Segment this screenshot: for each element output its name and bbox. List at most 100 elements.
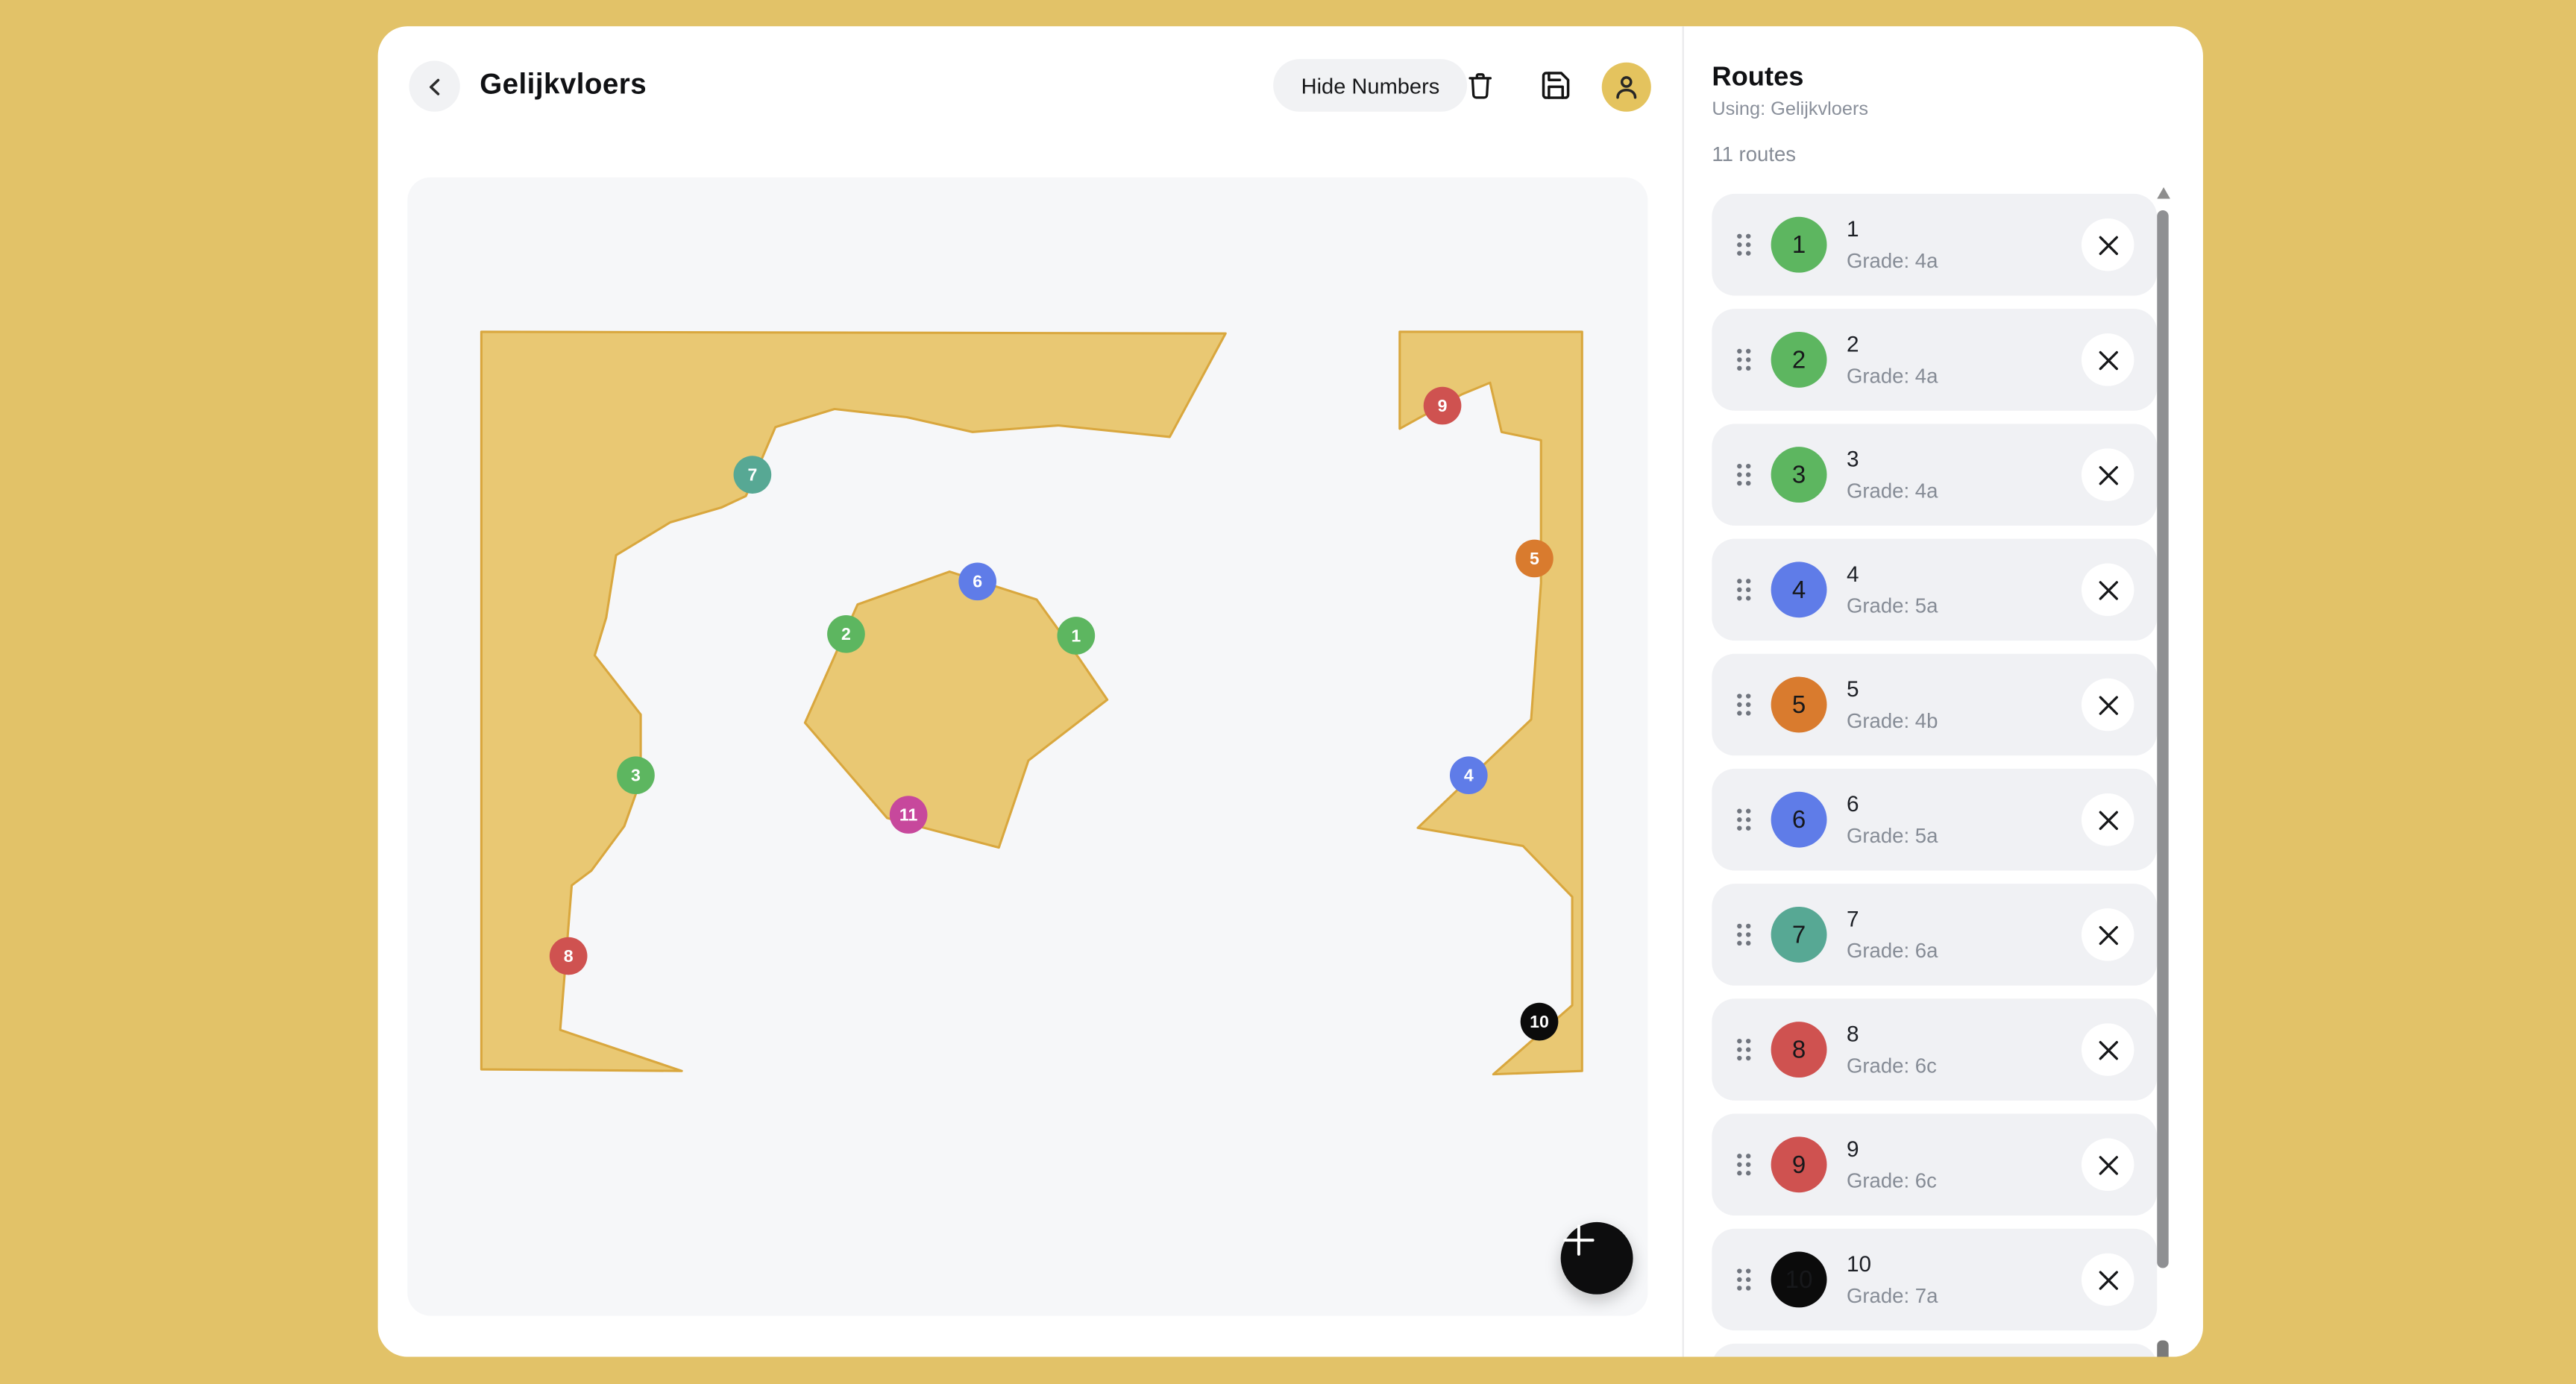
route-title: 9	[1846, 1136, 1859, 1161]
map-marker-9[interactable]: 9	[1423, 386, 1462, 425]
close-icon	[2098, 235, 2117, 254]
route-title: 4	[1846, 561, 1859, 586]
route-card: 1 1 Grade: 4a	[1712, 193, 2158, 296]
remove-route-button[interactable]	[2081, 333, 2134, 386]
route-grade: Grade: 6c	[1846, 1169, 1937, 1193]
map-panel: 1 2 3 4 5 6 7 8 9 10 11	[407, 177, 1648, 1316]
scrollbar-thumb[interactable]	[2157, 210, 2169, 1268]
floor-polygon-island	[803, 570, 1109, 849]
svg-text:6: 6	[973, 572, 982, 591]
user-icon	[1616, 76, 1637, 99]
close-icon	[2098, 810, 2117, 829]
floor-polygon-left_wall	[480, 330, 1227, 1072]
remove-route-button[interactable]	[2081, 793, 2134, 846]
map-marker-11[interactable]: 11	[889, 796, 928, 834]
route-grade: Grade: 6a	[1846, 940, 1938, 963]
save-button[interactable]	[1533, 63, 1579, 109]
drag-handle-icon[interactable]	[1735, 1151, 1753, 1177]
close-icon	[2098, 350, 2117, 370]
route-meta: 7 Grade: 6a	[1847, 908, 1938, 962]
scroll-up-icon[interactable]	[2157, 187, 2170, 199]
route-card: 11 11	[1712, 1343, 2158, 1357]
back-button[interactable]	[409, 60, 460, 112]
remove-route-button[interactable]	[2081, 1138, 2134, 1192]
svg-text:4: 4	[1464, 766, 1474, 785]
close-icon	[2098, 925, 2117, 945]
routes-subtitle: Using: Gelijkvloers	[1712, 100, 1869, 120]
avatar-button[interactable]	[1601, 62, 1651, 112]
delete-button[interactable]	[1457, 63, 1504, 109]
route-card: 3 3 Grade: 4a	[1712, 424, 2158, 526]
route-grade: Grade: 7a	[1846, 1284, 1938, 1308]
route-title: 3	[1846, 446, 1859, 471]
svg-text:1: 1	[1071, 626, 1081, 645]
app-card: Gelijkvloers Hide Numbers 1 2 3 4 5 6 7 8 9 10 11	[377, 26, 2203, 1357]
drag-handle-icon[interactable]	[1735, 807, 1753, 833]
route-grade: Grade: 5a	[1846, 594, 1938, 618]
map-marker-2[interactable]: 2	[827, 614, 865, 653]
route-title: 6	[1846, 790, 1859, 816]
trash-icon	[1468, 73, 1492, 99]
hide-numbers-button[interactable]: Hide Numbers	[1273, 59, 1468, 112]
remove-route-button[interactable]	[2081, 218, 2134, 271]
remove-route-button[interactable]	[2081, 563, 2134, 617]
map-marker-1[interactable]: 1	[1057, 617, 1096, 655]
svg-text:5: 5	[1530, 549, 1539, 568]
page-title: Gelijkvloers	[480, 67, 647, 101]
drag-handle-icon[interactable]	[1735, 1037, 1753, 1063]
map-marker-3[interactable]: 3	[617, 756, 655, 795]
svg-text:9: 9	[1438, 396, 1448, 415]
route-number-badge: 6	[1771, 791, 1827, 848]
route-number-badge: 4	[1771, 562, 1827, 618]
scrollbar[interactable]	[2157, 174, 2170, 1357]
drag-handle-icon[interactable]	[1735, 922, 1753, 948]
floor-polygon-right_wall	[1398, 330, 1583, 1076]
route-meta: 6 Grade: 5a	[1847, 793, 1938, 847]
route-meta: 4 Grade: 5a	[1847, 562, 1938, 617]
map-marker-5[interactable]: 5	[1515, 539, 1554, 578]
drag-handle-icon[interactable]	[1735, 691, 1753, 717]
map-marker-7[interactable]: 7	[733, 456, 772, 494]
close-icon	[2098, 465, 2117, 485]
remove-route-button[interactable]	[2081, 448, 2134, 501]
route-grade: Grade: 4a	[1846, 249, 1938, 273]
route-list: 1 1 Grade: 4a 2 2 Grade: 4a	[1712, 193, 2158, 1357]
plus-icon	[1563, 1224, 1595, 1256]
route-number-badge: 1	[1771, 216, 1827, 273]
route-grade: Grade: 5a	[1846, 824, 1938, 848]
route-number-badge: 8	[1771, 1022, 1827, 1078]
chevron-left-icon	[428, 78, 439, 95]
route-meta: 3 Grade: 4a	[1847, 447, 1938, 502]
add-route-button[interactable]	[1560, 1221, 1633, 1295]
svg-text:2: 2	[841, 624, 851, 644]
route-meta: 8 Grade: 6c	[1847, 1022, 1937, 1077]
scroll-down-icon[interactable]	[2157, 1340, 2169, 1357]
route-meta: 2 Grade: 4a	[1847, 333, 1938, 387]
remove-route-button[interactable]	[2081, 678, 2134, 732]
remove-route-button[interactable]	[2081, 1023, 2134, 1076]
route-title: 8	[1846, 1021, 1859, 1046]
route-number-badge: 10	[1771, 1251, 1827, 1308]
drag-handle-icon[interactable]	[1735, 232, 1753, 258]
remove-route-button[interactable]	[2081, 1253, 2134, 1306]
map-marker-10[interactable]: 10	[1520, 1002, 1559, 1041]
drag-handle-icon[interactable]	[1735, 576, 1753, 603]
route-card: 7 7 Grade: 6a	[1712, 884, 2158, 986]
svg-text:11: 11	[899, 805, 918, 825]
route-number-badge: 5	[1771, 676, 1827, 733]
map-marker-4[interactable]: 4	[1449, 756, 1488, 795]
map-marker-8[interactable]: 8	[549, 937, 588, 975]
drag-handle-icon[interactable]	[1735, 462, 1753, 488]
drag-handle-icon[interactable]	[1735, 347, 1753, 373]
map-marker-6[interactable]: 6	[958, 562, 996, 601]
sidebar-divider	[1682, 26, 1684, 1357]
drag-handle-icon[interactable]	[1735, 1266, 1753, 1292]
svg-text:8: 8	[564, 946, 574, 966]
route-card: 10 10 Grade: 7a	[1712, 1228, 2158, 1331]
remove-route-button[interactable]	[2081, 908, 2134, 961]
route-card: 2 2 Grade: 4a	[1712, 309, 2158, 411]
floor-plan: 1 2 3 4 5 6 7 8 9 10 11	[480, 330, 1583, 1076]
route-title: 2	[1846, 330, 1859, 356]
